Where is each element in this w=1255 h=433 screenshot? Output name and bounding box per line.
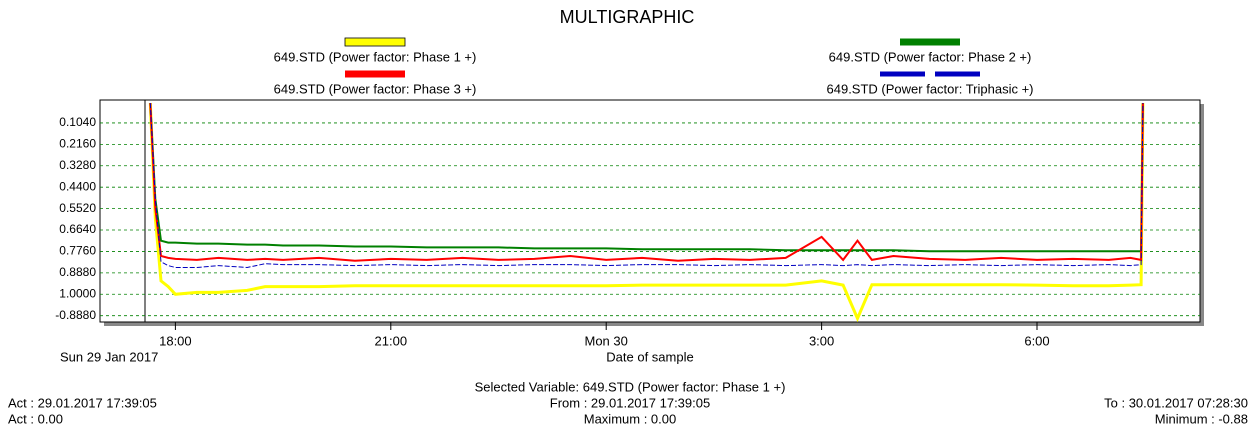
legend-label: 649.STD (Power factor: Triphasic +) — [827, 81, 1034, 96]
y-tick-label: 0.1040 — [59, 115, 96, 129]
date-label: Sun 29 Jan 2017 — [60, 349, 158, 364]
maximum: Maximum : 0.00 — [584, 411, 676, 426]
y-tick-label: 0.6640 — [59, 222, 96, 236]
selected-variable: Selected Variable: 649.STD (Power factor… — [475, 379, 786, 394]
series-line — [149, 103, 1144, 262]
series-line — [149, 103, 1144, 269]
x-tick-label: 18:00 — [159, 333, 192, 348]
to: To : 30.01.2017 07:28:30 — [1104, 395, 1248, 410]
y-tick-label: 0.7760 — [59, 244, 96, 258]
act-value: Act : 0.00 — [8, 411, 63, 426]
y-tick-label: -0.8880 — [55, 308, 96, 322]
legend-label: 649.STD (Power factor: Phase 1 +) — [274, 49, 477, 64]
y-tick-label: 0.2160 — [59, 137, 96, 151]
legend-swatch-border — [344, 37, 406, 47]
y-tick-label: 1.0000 — [59, 286, 96, 300]
x-tick-label: 21:00 — [375, 333, 408, 348]
legend-label: 649.STD (Power factor: Phase 3 +) — [274, 81, 477, 96]
from: From : 29.01.2017 17:39:05 — [550, 395, 710, 410]
minimum: Minimum : -0.88 — [1155, 411, 1248, 426]
y-tick-label: 0.3280 — [59, 158, 96, 172]
plot-frame — [99, 99, 1201, 323]
y-tick-label: 0.5520 — [59, 201, 96, 215]
y-tick-label: 0.4400 — [59, 179, 96, 193]
x-axis-label: Date of sample — [606, 349, 693, 364]
chart-title: MULTIGRAPHIC — [560, 7, 695, 27]
legend-label: 649.STD (Power factor: Phase 2 +) — [829, 49, 1032, 64]
x-tick-label: Mon 30 — [585, 333, 628, 348]
y-tick-label: 0.8880 — [59, 265, 96, 279]
series-line — [148, 103, 1145, 323]
series-line — [149, 103, 1144, 253]
x-tick-label: 6:00 — [1024, 333, 1049, 348]
x-tick-label: 3:00 — [809, 333, 834, 348]
act-time: Act : 29.01.2017 17:39:05 — [8, 395, 157, 410]
